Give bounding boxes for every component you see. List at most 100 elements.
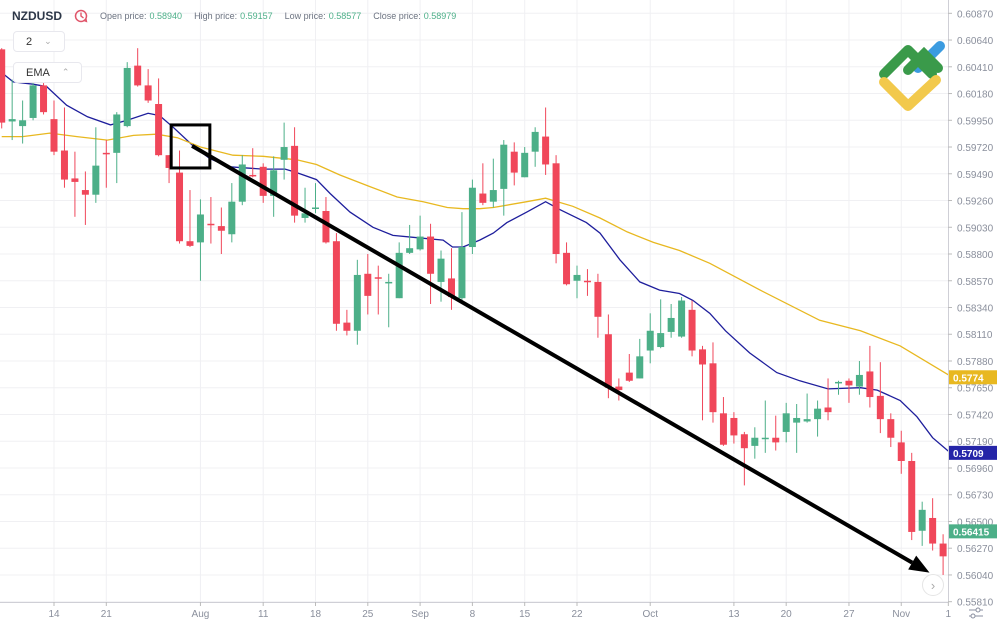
candle-bearish [134,48,142,87]
candle-body [134,65,142,86]
candle-bullish [92,127,100,203]
candle-bearish [510,142,518,186]
time-tick-label: Nov [892,609,910,620]
candle-bullish [782,402,790,443]
candle-bullish [855,360,863,395]
candle-bearish [322,197,330,244]
time-tick-label: 11 [258,609,269,620]
candle-bullish [793,404,801,453]
candle-body [291,145,299,216]
candle-bearish [824,378,832,421]
candle-bullish [29,83,37,121]
candle-bearish [730,412,738,444]
low-price-label: Low price: [284,11,326,21]
candle-bearish [699,345,707,421]
time-tick-label: Sep [411,609,429,620]
candle-bullish [761,400,769,453]
candle-bullish [531,127,539,167]
candle-bullish [751,427,759,459]
candle-bearish [447,248,455,310]
candle-bearish [908,452,916,541]
candle-bullish [814,400,822,437]
candle-body [458,247,466,299]
annotation-rectangle [169,123,212,170]
brand-logo [879,41,945,111]
candle-bearish [625,354,633,382]
candle-body [0,49,6,123]
candle-body [19,120,27,127]
ema-fast-line [1,72,951,454]
candle-bearish [479,163,487,206]
axis-settings-icon[interactable] [968,606,984,620]
ema-label: EMA [26,66,50,79]
candle-body [186,241,194,246]
candle-body [918,509,926,531]
annotation-arrow-head [908,555,930,573]
symbol-name[interactable]: NZDUSD [12,9,62,23]
candle-body [468,187,476,248]
candle-bullish [301,187,309,223]
candle-body [521,152,529,178]
candle-body [709,363,717,413]
candle-body [542,136,550,165]
candle-body [897,442,905,461]
candle-bearish [740,431,748,486]
price-tick-label: 0.56960 [957,464,994,475]
candle-bearish [249,148,257,178]
candle-body [144,85,152,101]
ema-indicator-toggle[interactable]: EMA ⌃ [13,62,82,83]
ema-lines [1,72,951,454]
history-clock-icon[interactable] [74,9,88,23]
candle-bearish [374,265,382,315]
price-tick-label: 0.58570 [957,277,994,288]
price-tick-label: 0.58340 [957,304,994,315]
candle-bearish [364,254,372,315]
candle-bearish [709,342,717,423]
candle-body [594,281,602,317]
candle-bullish [238,155,246,206]
time-tick-label: 14 [48,609,60,620]
candle-body [866,371,874,398]
candle-bullish [8,79,16,141]
open-price-label: Open price: [100,11,147,21]
candle-bearish [71,151,79,217]
scroll-to-latest-button[interactable]: › [922,574,944,596]
candle-bearish [217,207,225,255]
candle-bullish [395,242,403,299]
candle-body [678,300,686,337]
time-axis[interactable]: 14 21 Aug 11 18 25 Sep 8 15 22 Oct 13 20 27 Nov 1 [48,602,952,620]
candle-body [782,413,790,432]
time-tick-label: 18 [310,609,322,620]
candle-bearish [845,378,853,403]
candle-bullish [458,212,466,301]
interval-dropdown[interactable]: 2 ⌄ [13,31,65,52]
candle-bearish [81,171,89,225]
candle-bullish [521,147,529,178]
candles [0,48,947,575]
candle-body [667,317,675,332]
candle-body [814,408,822,420]
candle-body [730,417,738,436]
candle-bearish [259,163,267,203]
price-axis[interactable]: 0.60870 0.60640 0.60410 0.60180 0.59950 0.597… [948,9,994,609]
price-tick-label: 0.59260 [957,197,994,208]
price-tick-label: 0.60640 [957,36,994,47]
candle-bearish [102,140,110,188]
candle-bullish [667,304,675,338]
candle-body [343,322,351,331]
candle-bullish [312,183,319,214]
candle-bearish [176,150,184,244]
candle-bullish [489,158,497,208]
price-tick-label: 0.56730 [957,491,994,502]
price-tick-label: 0.60180 [957,90,994,101]
candle-bullish [437,250,445,302]
candle-bullish [636,338,644,379]
high-price-value: 0.59157 [240,11,273,21]
time-tick-label: Aug [192,609,210,620]
candle-body [793,417,801,423]
chevron-right-icon: › [930,578,936,593]
candle-bullish [353,259,361,345]
candle-bearish [583,269,591,296]
candle-bearish [897,430,905,474]
